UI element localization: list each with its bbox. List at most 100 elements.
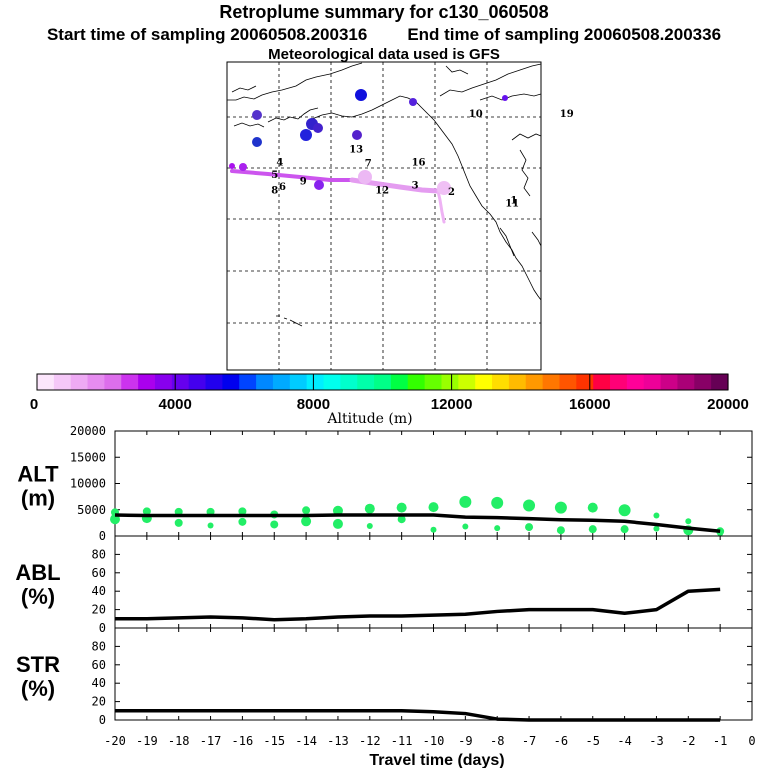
altitude-colorbar: 0 4000 8000 12000 16000 20000 Altitude (m) (30, 373, 749, 427)
end-time-label: End time of sampling 20060508.200336 (407, 25, 722, 44)
plume-dot (252, 137, 262, 147)
altitude-dot (620, 525, 629, 534)
colorbar-cell (87, 374, 106, 390)
colorbar-cell (37, 374, 55, 390)
colorbar-cell (424, 374, 443, 390)
y-tick-label: 40 (92, 676, 106, 690)
sampling-times: Start time of sampling 20060508.200316 En… (0, 25, 768, 45)
x-tick-label: -2 (681, 734, 695, 748)
day-marker: 5 (271, 170, 278, 181)
colorbar-cell (374, 374, 392, 390)
colorbar-cell (610, 374, 628, 390)
altitude-dot (332, 518, 343, 529)
y-axis-label: ALT (17, 462, 59, 487)
altitude-dot (142, 507, 151, 516)
x-tick-label: -14 (295, 734, 317, 748)
day-marker: 12 (375, 186, 389, 197)
x-tick-label: -3 (649, 734, 663, 748)
x-tick-label: -18 (168, 734, 190, 748)
y-tick-label: 80 (92, 547, 106, 561)
colorbar-cell (458, 374, 476, 390)
plume-dot (314, 180, 324, 190)
altitude-dot (525, 523, 534, 532)
x-tick-label: 0 (748, 734, 755, 748)
altitude-dot (430, 526, 437, 533)
altitude-dot (301, 516, 312, 527)
colorbar-cell (694, 374, 712, 390)
day-marker: 11 (505, 198, 519, 209)
altitude-dot (207, 522, 214, 529)
trajectory-paths (230, 169, 451, 224)
day-marker: 3 (412, 180, 419, 191)
plume-dot (252, 110, 262, 120)
plume-dot (229, 163, 235, 169)
x-tick-label: -12 (359, 734, 381, 748)
colorbar-cell (677, 374, 695, 390)
coastlines (227, 62, 542, 327)
colorbar-tick-label: 20000 (707, 396, 749, 413)
panel-abl: 0 20 40 60 80 ABL(%) (15, 535, 753, 635)
y-axis-label: STR (16, 652, 60, 677)
y-tick-label: 0 (99, 713, 106, 727)
y-axis-unit: (%) (21, 584, 55, 609)
series-line (115, 587, 721, 622)
x-tick-label: -17 (200, 734, 222, 748)
colorbar-tick-label: 16000 (569, 396, 611, 413)
day-marker: 16 (412, 157, 426, 168)
day-marker: 2 (448, 187, 455, 198)
colorbar-cell (256, 374, 274, 390)
altitude-dot (238, 517, 247, 526)
day-marker: 7 (365, 158, 372, 169)
colorbar-tick-label: 12000 (431, 396, 473, 413)
altitude-dot (397, 515, 406, 524)
altitude-dot (302, 506, 311, 515)
plume-dot (239, 163, 247, 171)
chart-title: Retroplume summary for c130_060508 (219, 2, 549, 22)
plume-dot (355, 89, 367, 101)
plume-dot (409, 98, 417, 106)
y-tick-label: 60 (92, 658, 106, 672)
colorbar-cell (559, 374, 577, 390)
altitude-dot (494, 525, 501, 532)
colorbar-cell (239, 374, 257, 390)
colorbar-cell (711, 374, 729, 390)
altitude-dot (491, 496, 504, 509)
x-tick-label: -20 (104, 734, 126, 748)
y-tick-label: 60 (92, 566, 106, 580)
altitude-dot (653, 525, 660, 532)
altitude-dot (556, 526, 565, 535)
colorbar-cell (188, 374, 207, 390)
colorbar-cell (576, 374, 594, 390)
plume-dots (229, 89, 508, 190)
colorbar-cell (660, 374, 679, 390)
plume-dot (502, 95, 508, 101)
x-axis-label: Travel time (days) (369, 752, 504, 768)
colorbar-cell (593, 374, 611, 390)
altitude-dot (364, 503, 375, 514)
y-tick-label: 0 (99, 621, 106, 635)
colorbar-cell (70, 374, 89, 390)
altitude-dot (685, 518, 692, 525)
colorbar-cell (289, 374, 308, 390)
y-tick-label: 80 (92, 639, 106, 653)
x-tick-label: -19 (136, 734, 158, 748)
altitude-dot (396, 502, 407, 513)
colorbar-cell (138, 374, 156, 390)
altitude-dot (588, 525, 597, 534)
colorbar-cell (508, 374, 527, 390)
plume-dot (352, 130, 362, 140)
x-tick-label: -10 (423, 734, 445, 748)
day-marker: 4 (276, 157, 283, 168)
day-marker: 1 (510, 196, 517, 207)
altitude-dot (459, 495, 472, 508)
altitude-dot (554, 501, 567, 514)
colorbar-cell (643, 374, 662, 390)
colorbar-cell (475, 374, 493, 390)
y-axis-unit: (m) (21, 486, 55, 511)
colorbar-cell (626, 374, 645, 390)
colorbar-cell (340, 374, 358, 390)
x-tick-label: -6 (554, 734, 568, 748)
y-tick-label: 15000 (70, 450, 106, 464)
